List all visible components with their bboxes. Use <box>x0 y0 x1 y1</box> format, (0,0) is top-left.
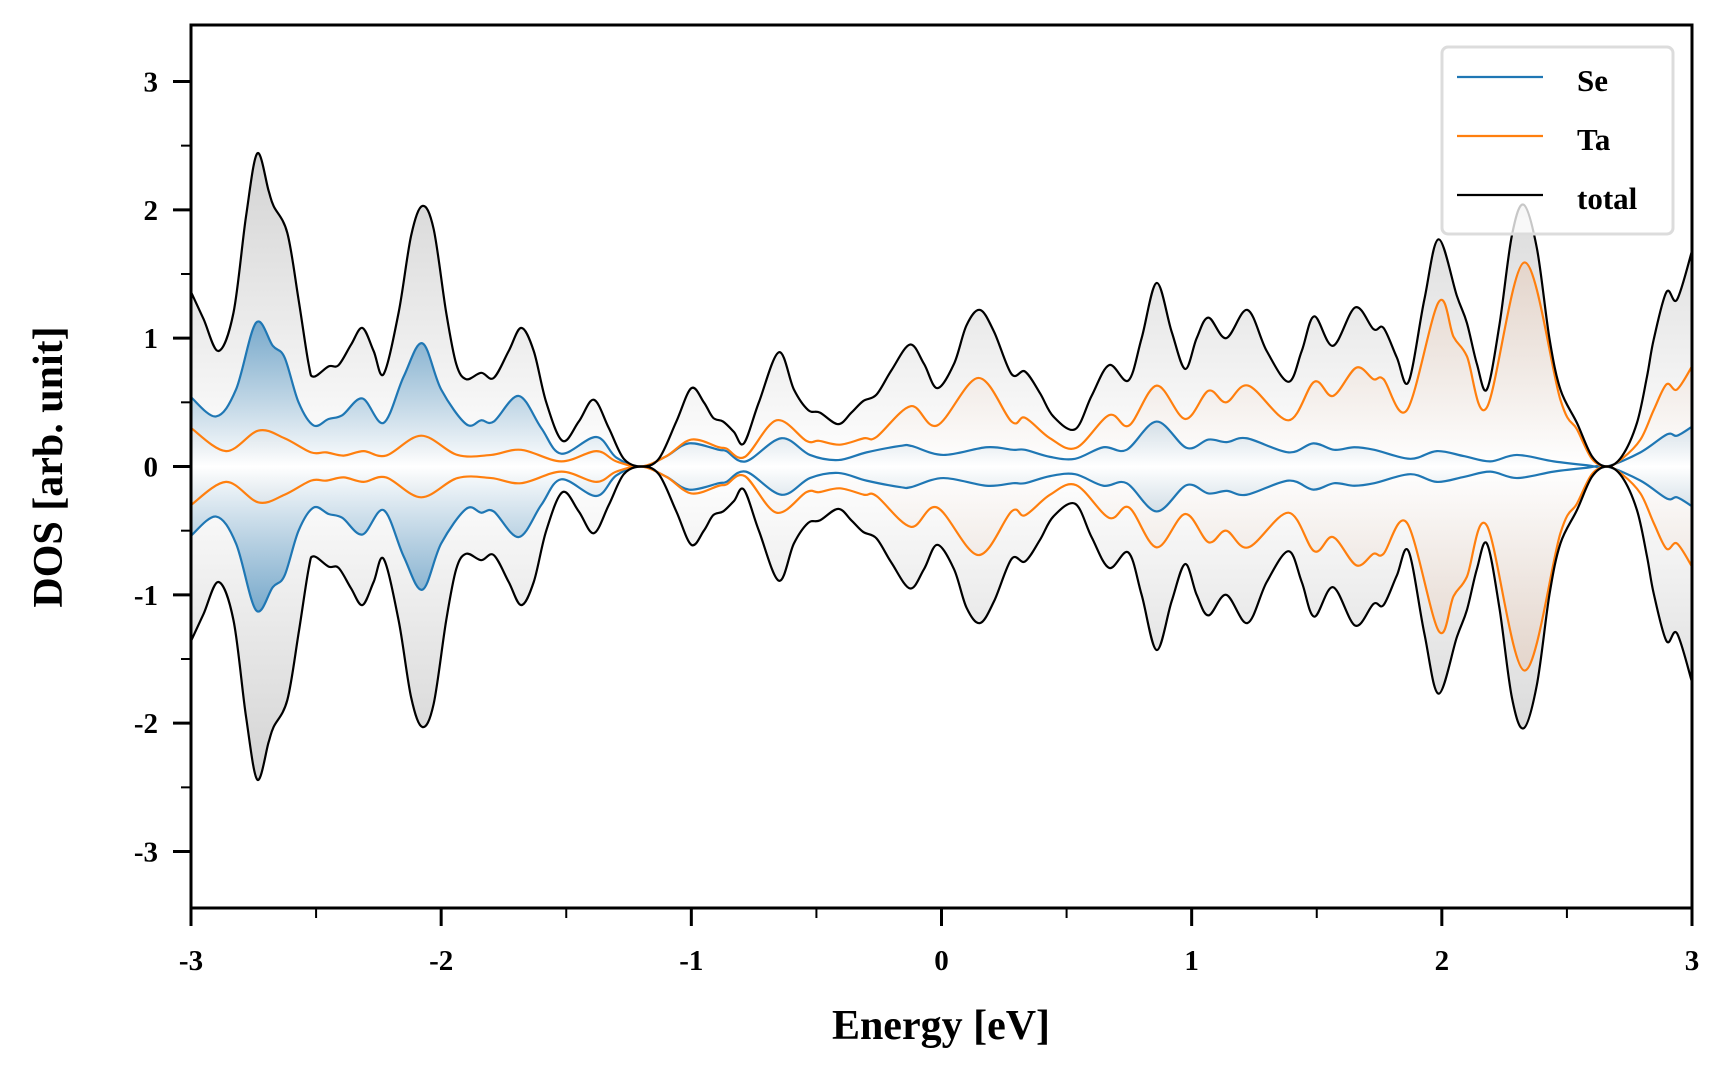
line-ta-down <box>190 465 1693 672</box>
y-tick-label: 1 <box>144 323 159 355</box>
x-tick-label: 1 <box>1184 945 1199 977</box>
fill-ta <box>191 262 1692 671</box>
y-tick-label: -3 <box>134 837 158 869</box>
tick-labels: -3 -2 -1 0 1 2 3 -3 -2 -1 0 1 2 3 <box>134 66 1699 977</box>
legend-item-se: Se <box>1457 63 1608 98</box>
y-tick-label: -1 <box>134 580 158 612</box>
x-tick-label: 3 <box>1685 945 1700 977</box>
legend: Se Ta total <box>1440 45 1675 236</box>
line-se-up <box>190 320 1693 469</box>
x-tick-label: 2 <box>1435 945 1450 977</box>
series-lines <box>190 152 1694 781</box>
y-axis-title: DOS [arb. unit] <box>26 326 72 607</box>
legend-item-ta: Ta <box>1457 122 1611 157</box>
y-tick-label: 3 <box>144 66 159 98</box>
x-tick-label: -2 <box>429 945 453 977</box>
line-total-down <box>190 465 1694 781</box>
legend-label: Se <box>1577 63 1608 98</box>
axis-ticks <box>173 79 1694 926</box>
line-ta-up <box>190 261 1693 468</box>
x-axis-title: Energy [eV] <box>832 1003 1050 1049</box>
x-tick-label: 0 <box>934 945 949 977</box>
line-se-down <box>190 464 1693 613</box>
x-tick-label: -3 <box>179 945 203 977</box>
legend-label: total <box>1577 181 1638 216</box>
x-tick-label: -1 <box>679 945 703 977</box>
y-tick-label: 2 <box>144 195 159 227</box>
legend-item-total: total <box>1457 181 1638 216</box>
line-total-up <box>190 152 1694 468</box>
y-tick-label: -2 <box>134 708 158 740</box>
legend-box <box>1440 45 1675 236</box>
y-tick-label: 0 <box>144 452 159 484</box>
fill-areas <box>191 152 1692 781</box>
legend-label: Ta <box>1577 122 1611 157</box>
